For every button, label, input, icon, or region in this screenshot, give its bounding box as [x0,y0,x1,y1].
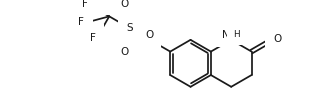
Text: S: S [126,23,133,33]
Text: F: F [78,17,84,27]
Text: F: F [82,0,88,9]
Text: O: O [145,30,153,40]
Text: H: H [233,30,240,39]
Text: N: N [222,30,230,40]
Text: O: O [273,34,281,44]
Text: F: F [90,33,96,43]
Text: O: O [120,0,129,9]
Text: O: O [120,47,129,57]
